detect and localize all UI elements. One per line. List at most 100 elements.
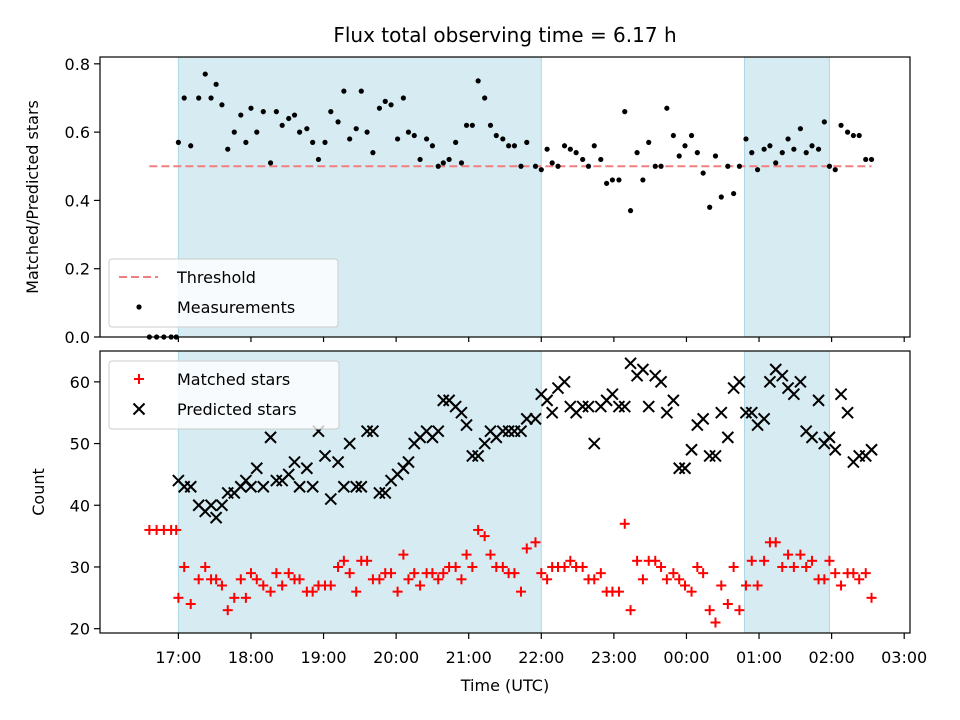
matched-point	[674, 574, 685, 585]
measurement-point	[826, 163, 833, 169]
y-axis: 20 30 40 50 60	[70, 373, 100, 639]
y-tick-label: 0.6	[65, 123, 90, 142]
measurement-point	[652, 163, 658, 169]
predicted-point	[696, 412, 710, 426]
matched-point	[193, 574, 204, 585]
predicted-point	[502, 425, 515, 438]
measurement-point	[567, 146, 573, 152]
matched-point	[433, 574, 444, 585]
predicted-point	[654, 375, 668, 389]
predicted-point	[794, 375, 807, 389]
predicted-point	[660, 406, 674, 419]
plot-frame	[99, 350, 911, 634]
matched-point	[235, 574, 246, 585]
x-tick-label: 21:00	[446, 648, 492, 667]
measurement-point	[394, 136, 401, 142]
measurement-point	[347, 136, 353, 142]
measurement-point	[400, 95, 406, 101]
measurement-point	[279, 122, 285, 128]
predicted-point	[250, 462, 263, 475]
matched-point	[740, 580, 751, 591]
matched-point	[668, 568, 679, 579]
measurement-point	[506, 143, 512, 149]
predicted-point	[337, 480, 351, 493]
measurement-point	[388, 102, 394, 108]
shaded-interval	[744, 56, 830, 338]
matched-point	[344, 568, 355, 579]
matched-point	[656, 561, 667, 572]
measurement-point	[646, 139, 652, 145]
matched-point	[830, 568, 841, 579]
predicted-point	[257, 480, 270, 493]
predicted-point	[558, 375, 571, 389]
matched-point	[216, 580, 227, 591]
measurement-point	[322, 139, 328, 145]
measurement-point	[291, 112, 298, 118]
matched-point	[613, 586, 624, 597]
measurement-point	[482, 95, 488, 101]
measurement-point	[304, 126, 310, 132]
predicted-point	[331, 455, 345, 469]
matched-point	[415, 580, 426, 591]
legend-measurement-label: Measurements	[177, 298, 295, 317]
measurement-point	[694, 150, 700, 156]
matched-point	[171, 524, 182, 535]
matched-point	[374, 574, 385, 585]
y-axis-label: Matched/Predicted stars	[23, 100, 42, 294]
matched-point	[277, 580, 288, 591]
predicted-point	[360, 425, 374, 438]
measurement-points	[146, 71, 875, 340]
matched-point	[398, 549, 409, 560]
predicted-point	[865, 443, 878, 456]
matched-point	[409, 568, 420, 579]
matched-point	[333, 561, 344, 572]
predicted-point	[366, 425, 380, 438]
matched-point	[577, 561, 588, 572]
measurement-point	[809, 143, 815, 149]
legend-measurement-swatch	[136, 304, 142, 310]
matched-point	[559, 561, 570, 572]
measurement-point	[658, 163, 664, 169]
measurement-point	[844, 129, 851, 135]
predicted-point	[282, 468, 295, 481]
matched-point	[661, 574, 672, 585]
predicted-points	[172, 357, 878, 524]
matched-point	[509, 568, 520, 579]
matched-point	[530, 537, 541, 548]
matched-point	[362, 555, 373, 566]
matched-point	[698, 568, 709, 579]
panel-ratio: 0.00.20.40.60.8 Matched/Predicted stars …	[23, 55, 911, 347]
measurement-point	[238, 112, 244, 118]
measurement-point	[310, 139, 316, 145]
measurement-point	[411, 132, 417, 139]
matched-point	[497, 561, 508, 572]
x-tick-label: 00:00	[663, 648, 709, 667]
measurement-point	[196, 95, 202, 101]
predicted-point	[300, 462, 314, 475]
legend-matched-label: Matched stars	[177, 370, 290, 389]
matched-point	[536, 568, 547, 579]
predicted-point	[618, 400, 631, 413]
predicted-point	[624, 357, 637, 370]
legend: Threshold Measurements	[108, 258, 339, 328]
matched-point	[251, 574, 262, 585]
measurement-point	[664, 105, 670, 111]
predicted-point	[215, 499, 229, 512]
measurement-point	[868, 156, 875, 163]
measurement-point	[225, 146, 231, 152]
measurement-point	[707, 204, 713, 210]
x-tick-label: 03:00	[881, 648, 927, 667]
matched-point	[722, 598, 733, 609]
legend-matched-swatch	[134, 374, 144, 384]
matched-point	[595, 568, 606, 579]
predicted-point	[757, 412, 771, 426]
matched-point	[734, 605, 745, 616]
y-tick-label: 50	[70, 435, 90, 454]
predicted-point	[264, 431, 277, 444]
matched-point	[788, 561, 799, 572]
predicted-point	[402, 455, 415, 469]
measurement-point	[682, 143, 688, 149]
measurement-point	[863, 156, 869, 163]
measurement-point	[767, 143, 773, 149]
